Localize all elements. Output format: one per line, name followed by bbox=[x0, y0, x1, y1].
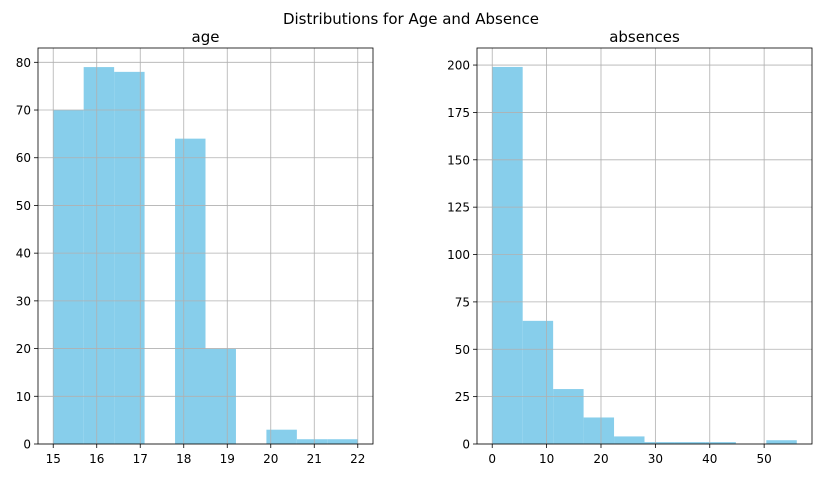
age-bars bbox=[53, 67, 358, 445]
absences-ytick-label-75: 75 bbox=[455, 295, 470, 309]
age-xtick-label-20: 20 bbox=[263, 452, 278, 466]
age-panel-title: age bbox=[192, 28, 220, 46]
absences-ytick-label-175: 175 bbox=[447, 106, 470, 120]
absences-bar-2 bbox=[553, 389, 584, 444]
absences-bar-6 bbox=[674, 442, 706, 444]
age-bar-2 bbox=[114, 71, 145, 445]
absences-x-ticks: 0 10 20 30 40 50 bbox=[488, 444, 772, 466]
age-ytick-label-0: 0 bbox=[23, 438, 31, 452]
age-ytick-label-60: 60 bbox=[16, 151, 31, 165]
absences-histogram: 0 10 20 30 40 50 0 25 50 75 100 125 150 175 200 absence… bbox=[447, 28, 813, 466]
absences-xtick-label-50: 50 bbox=[757, 452, 772, 466]
age-bar-9 bbox=[327, 439, 358, 444]
age-bar-7 bbox=[266, 429, 297, 444]
age-histogram: 15 16 17 18 19 20 21 22 0 10 20 30 40 50 60 70 80 age bbox=[16, 28, 374, 466]
absences-ytick-label-125: 125 bbox=[447, 201, 470, 215]
absences-bar-7 bbox=[705, 442, 736, 444]
absences-ytick-label-150: 150 bbox=[447, 153, 470, 167]
age-y-ticks: 0 10 20 30 40 50 60 70 80 bbox=[16, 56, 38, 452]
age-bar-4 bbox=[175, 138, 206, 444]
absences-panel-title: absences bbox=[609, 28, 680, 46]
absences-bar-3 bbox=[583, 417, 615, 444]
age-ytick-label-70: 70 bbox=[16, 104, 31, 118]
absences-ytick-label-25: 25 bbox=[455, 390, 470, 404]
age-frame bbox=[37, 47, 374, 445]
absences-xtick-label-20: 20 bbox=[593, 452, 608, 466]
age-ytick-label-20: 20 bbox=[16, 342, 31, 356]
age-xtick-label-16: 16 bbox=[89, 452, 104, 466]
absences-bar-0 bbox=[492, 66, 523, 445]
absences-ytick-label-200: 200 bbox=[447, 59, 470, 73]
age-bar-0 bbox=[53, 110, 84, 444]
absences-bars bbox=[492, 66, 797, 445]
age-xtick-label-22: 22 bbox=[350, 452, 365, 466]
absences-xtick-label-40: 40 bbox=[702, 452, 717, 466]
age-bar-1 bbox=[83, 67, 115, 444]
age-xtick-label-19: 19 bbox=[220, 452, 235, 466]
absences-xtick-label-10: 10 bbox=[539, 452, 554, 466]
age-xtick-label-21: 21 bbox=[307, 452, 322, 466]
absences-bar-5 bbox=[644, 442, 675, 444]
age-xtick-label-17: 17 bbox=[133, 452, 148, 466]
absences-ytick-label-100: 100 bbox=[447, 248, 470, 262]
age-ytick-label-30: 30 bbox=[16, 294, 31, 308]
absences-ytick-label-0: 0 bbox=[462, 438, 470, 452]
figure-title: Distributions for Age and Absence bbox=[283, 10, 539, 28]
age-ytick-label-80: 80 bbox=[16, 56, 31, 70]
absences-xtick-label-30: 30 bbox=[648, 452, 663, 466]
age-ytick-label-50: 50 bbox=[16, 199, 31, 213]
absences-xtick-label-0: 0 bbox=[488, 452, 496, 466]
age-ytick-label-40: 40 bbox=[16, 247, 31, 261]
age-xtick-label-15: 15 bbox=[46, 452, 61, 466]
age-xtick-label-18: 18 bbox=[176, 452, 191, 466]
absences-frame bbox=[476, 47, 813, 445]
absences-bar-9 bbox=[766, 440, 797, 444]
age-ytick-label-10: 10 bbox=[16, 390, 31, 404]
age-x-ticks: 15 16 17 18 19 20 21 22 bbox=[46, 444, 365, 466]
age-grid bbox=[38, 48, 373, 445]
absences-bar-1 bbox=[522, 320, 554, 444]
age-bar-8 bbox=[296, 439, 328, 444]
absences-ytick-label-50: 50 bbox=[455, 343, 470, 357]
absences-y-ticks: 0 25 50 75 100 125 150 175 200 bbox=[447, 59, 477, 452]
absences-bar-4 bbox=[614, 436, 645, 444]
